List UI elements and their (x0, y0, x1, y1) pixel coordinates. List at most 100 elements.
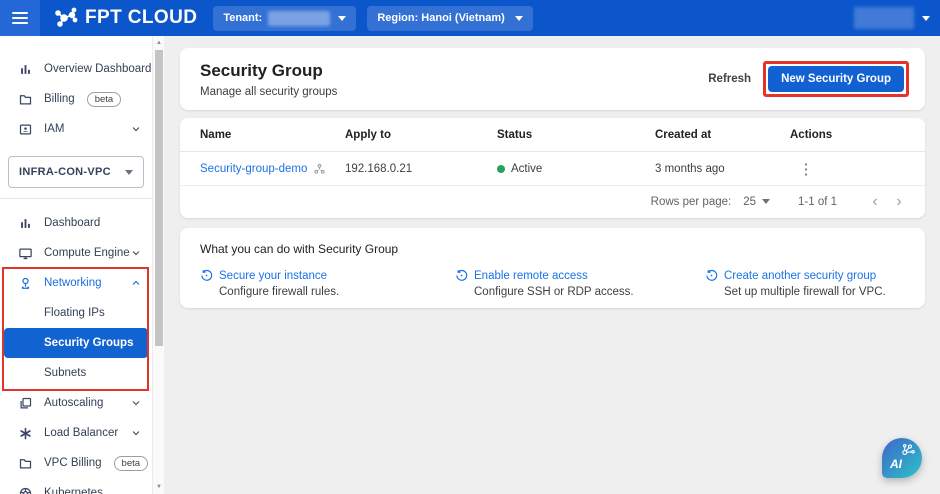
chevron-down-icon (922, 15, 930, 21)
table-row: Security-group-demo 192.168.0.21 Active … (180, 152, 925, 186)
user-menu[interactable] (854, 0, 930, 36)
scroll-up-icon[interactable]: ▲ (156, 40, 162, 46)
remote-access-desc: Configure SSH or RDP access. (474, 286, 634, 298)
security-group-link[interactable]: Security-group-demo (200, 162, 308, 175)
iam-badge-icon (18, 121, 34, 137)
ai-molecule-icon (902, 443, 915, 456)
next-page-button[interactable]: › (896, 192, 902, 210)
table-header-row: Name Apply to Status Created at Actions (180, 118, 925, 152)
status-badge: Active (511, 162, 543, 175)
cell-created-at: 3 months ago (655, 162, 725, 175)
sidebar-item-kubernetes[interactable]: Kubernetes (0, 478, 152, 494)
create-group-desc: Set up multiple firewall for VPC. (724, 286, 886, 298)
page-header-card: Security Group Manage all security group… (180, 48, 925, 110)
help-item-secure-instance: Secure your instance Configure firewall … (200, 269, 455, 298)
cell-name: Security-group-demo (200, 162, 345, 175)
region-dropdown[interactable]: Region: Hanoi (Vietnam) (367, 5, 533, 31)
sidebar-item-floating-ips[interactable]: Floating IPs (44, 307, 105, 319)
beta-badge: beta (113, 455, 149, 471)
history-icon (706, 269, 718, 281)
help-item-remote-access: Enable remote access Configure SSH or RD… (455, 269, 705, 298)
chevron-up-icon (130, 277, 142, 292)
cell-apply-to: 192.168.0.21 (345, 162, 413, 175)
tenant-dropdown[interactable]: Tenant: (213, 5, 357, 31)
sidebar-item-overview-dashboard[interactable]: Overview Dashboard (0, 54, 152, 84)
sidebar-scrollbar[interactable]: ▲ ▼ (152, 36, 164, 494)
page-header-text: Security Group Manage all security group… (200, 61, 337, 98)
scroll-down-icon[interactable]: ▼ (156, 484, 162, 490)
secure-instance-link[interactable]: Secure your instance (219, 269, 328, 282)
chevron-down-icon (130, 247, 142, 262)
table-pagination: Rows per page: 25 1-1 of 1 ‹ › (180, 186, 925, 217)
ai-label: AI (890, 457, 902, 471)
sidebar-item-iam[interactable]: IAM (0, 114, 152, 144)
monitor-icon (18, 245, 34, 261)
billing-icon (18, 91, 34, 107)
load-balancer-icon (18, 425, 34, 441)
ai-assistant-button[interactable]: AI (882, 438, 922, 478)
region-label: Region: Hanoi (Vietnam) (377, 12, 505, 24)
page-title: Security Group (200, 60, 323, 80)
molecule-icon (314, 163, 326, 174)
column-header-apply-to: Apply to (345, 128, 391, 141)
sidebar-item-dashboard[interactable]: Dashboard (0, 208, 152, 238)
help-card: What you can do with Security Group Secu… (180, 228, 925, 308)
sidebar-item-networking[interactable]: Networking (0, 268, 152, 298)
secure-instance-desc: Configure firewall rules. (219, 286, 340, 298)
kubernetes-icon (18, 485, 34, 494)
brand-text: FPT CLOUD (85, 7, 198, 28)
security-group-table-card: Name Apply to Status Created at Actions … (180, 118, 925, 218)
bar-chart-icon (18, 215, 34, 231)
chevron-down-icon (338, 15, 347, 21)
pagination-range: 1-1 of 1 (798, 195, 837, 208)
sidebar-item-vpc-billing[interactable]: VPC Billing beta (0, 448, 152, 478)
topbar: FPT CLOUD Tenant: Region: Hanoi (Vietnam… (0, 0, 940, 36)
scrollbar-thumb[interactable] (155, 50, 163, 346)
column-header-status: Status (497, 128, 533, 141)
vpc-selector-value: INFRA-CON-VPC (19, 166, 111, 178)
chevron-down-icon (130, 123, 142, 138)
tenant-value-redacted (268, 10, 331, 26)
bar-chart-icon (18, 61, 34, 77)
cell-status: Active (497, 163, 655, 175)
rows-per-page-select[interactable]: 25 (743, 196, 770, 208)
beta-badge: beta (86, 91, 122, 107)
chevron-down-icon (130, 397, 142, 412)
sidebar: Overview Dashboard Billing beta IAM INFR… (0, 36, 152, 494)
column-header-name: Name (200, 128, 232, 141)
sidebar-item-billing[interactable]: Billing beta (0, 84, 152, 114)
new-security-group-button[interactable]: New Security Group (768, 66, 904, 92)
header-actions: Refresh New Security Group (708, 61, 909, 97)
main-content: Security Group Manage all security group… (164, 36, 940, 494)
column-header-actions: Actions (790, 128, 833, 141)
refresh-button[interactable]: Refresh (708, 73, 752, 85)
brand-logo: FPT CLOUD (54, 6, 197, 30)
help-title: What you can do with Security Group (200, 242, 399, 256)
chevron-down-icon (130, 427, 142, 442)
vpc-selector-dropdown[interactable]: INFRA-CON-VPC (8, 156, 144, 188)
sidebar-item-autoscaling[interactable]: Autoscaling (0, 388, 152, 418)
sidebar-item-security-groups[interactable]: Security Groups (4, 328, 148, 358)
rows-per-page-label: Rows per page: (650, 195, 732, 208)
hamburger-icon (12, 12, 28, 24)
sidebar-item-load-balancer[interactable]: Load Balancer (0, 418, 152, 448)
remote-access-link[interactable]: Enable remote access (474, 269, 588, 282)
rows-per-page-value: 25 (743, 195, 756, 208)
billing-icon (18, 455, 34, 471)
sidebar-item-compute-engine[interactable]: Compute Engine (0, 238, 152, 268)
sidebar-divider (0, 198, 152, 199)
layers-icon (18, 395, 34, 411)
sidebar-item-subnets[interactable]: Subnets (44, 367, 87, 379)
help-item-create-group: Create another security group Set up mul… (705, 269, 925, 298)
previous-page-button[interactable]: ‹ (872, 192, 878, 210)
annotation-box-new-security-group: New Security Group (763, 61, 909, 97)
row-actions-kebab-icon[interactable]: ⋮ (798, 160, 814, 178)
fpt-molecule-icon (55, 7, 78, 27)
create-group-link[interactable]: Create another security group (724, 269, 877, 282)
history-icon (456, 269, 468, 281)
chevron-down-icon (125, 169, 133, 175)
menu-button[interactable] (0, 0, 40, 36)
network-hub-icon (18, 275, 34, 291)
page-subtitle: Manage all security groups (200, 85, 338, 98)
